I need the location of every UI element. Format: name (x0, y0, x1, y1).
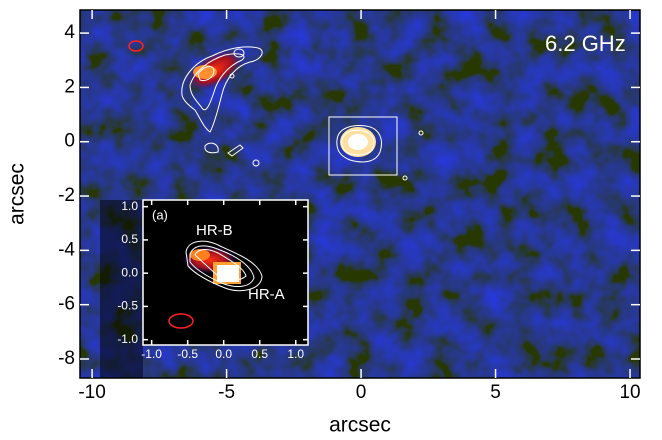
annotation: HR-A (248, 286, 285, 303)
y-axis-label: arcsec (6, 163, 29, 225)
y-tick-label: -2 (58, 185, 75, 206)
x-tick-label: 5 (490, 382, 501, 403)
y-tick-label: -0.5 (117, 299, 138, 313)
annotation: HR-B (196, 222, 233, 239)
x-tick-label: -1.0 (141, 347, 162, 361)
x-tick-label: 0.5 (251, 347, 268, 361)
x-tick-label: -10 (78, 382, 105, 403)
x-tick-label: 1.0 (287, 347, 304, 361)
y-tick-label: 0 (64, 131, 75, 152)
annotation: 6.2 GHz (545, 31, 626, 56)
y-tick-label: -6 (58, 294, 75, 315)
chart: -10 -5 0 5 10 -8 -6 -4 -2 0 2 4 arcsec arcsec 6.2 GHz -… (0, 0, 662, 440)
y-tick-label: -8 (58, 348, 75, 369)
y-tick-label: -4 (58, 239, 75, 260)
x-axis-label: arcsec (329, 414, 391, 437)
y-tick-label: 2 (64, 76, 75, 97)
y-tick-label: 0.0 (121, 265, 138, 279)
x-tick-label: 0.0 (215, 347, 232, 361)
y-tick-label: 4 (64, 22, 75, 43)
x-tick-label: -0.5 (177, 347, 198, 361)
y-tick-label: 0.5 (121, 232, 138, 246)
x-tick-label: 10 (619, 382, 640, 403)
y-tick-label: -1.0 (117, 332, 138, 346)
x-tick-label: 0 (356, 382, 367, 403)
x-tick-label: -5 (218, 382, 235, 403)
annotation: (a) (152, 207, 168, 222)
y-tick-label: 1.0 (121, 199, 138, 213)
